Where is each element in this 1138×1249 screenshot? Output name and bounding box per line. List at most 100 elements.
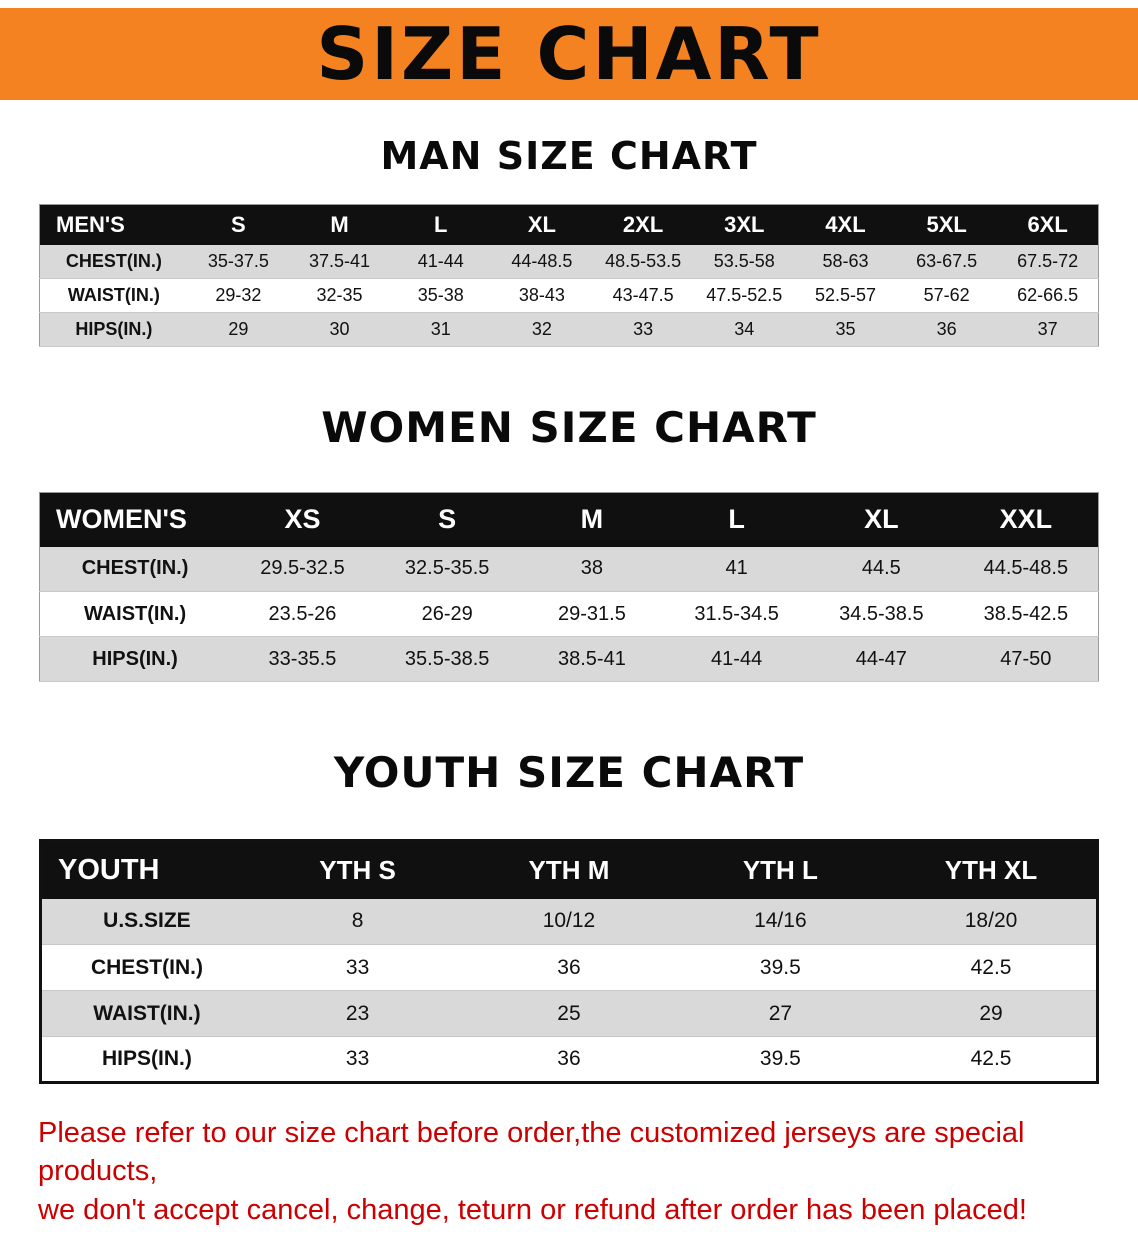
value-cell: 39.5 xyxy=(674,1036,887,1083)
value-cell: 63-67.5 xyxy=(896,244,998,279)
table-header-row: YOUTH YTH S YTH M YTH L YTH XL xyxy=(40,840,1098,899)
order-policy-line-2: we don't accept cancel, change, teturn o… xyxy=(38,1193,1027,1226)
value-cell: 37 xyxy=(997,312,1099,347)
value-cell: 38 xyxy=(519,546,665,592)
men-size-table: MEN'S S M L XL 2XL 3XL 4XL 5XL 6XL CHEST(IN.) 35-37… xyxy=(39,204,1099,347)
table-row: WAIST(IN.) 23 25 27 29 xyxy=(40,990,1098,1037)
youth-section-heading: YOUTH SIZE CHART xyxy=(333,748,805,797)
size-header-cell: 5XL xyxy=(896,204,998,245)
value-cell: 32 xyxy=(491,312,593,347)
value-cell: 38.5-41 xyxy=(519,636,665,682)
value-cell: 52.5-57 xyxy=(794,278,897,313)
value-cell: 35-38 xyxy=(390,278,492,313)
value-cell: 37.5-41 xyxy=(288,244,391,279)
page-title: SIZE CHART xyxy=(316,12,822,96)
value-cell: 10/12 xyxy=(463,898,675,945)
row-label-cell: U.S.SIZE xyxy=(40,898,252,945)
value-cell: 53.5-58 xyxy=(693,244,795,279)
order-policy-line-1: Please refer to our size chart before or… xyxy=(38,1117,1025,1188)
table-row: HIPS(IN.) 33-35.5 35.5-38.5 38.5-41 41-44 44-… xyxy=(39,636,1099,682)
value-cell: 36 xyxy=(463,1036,675,1083)
size-header-cell: YTH S xyxy=(251,840,464,899)
value-cell: 48.5-53.5 xyxy=(592,244,694,279)
value-cell: 14/16 xyxy=(674,898,887,945)
value-cell: 25 xyxy=(463,990,675,1037)
value-cell: 26-29 xyxy=(374,591,520,637)
size-header-cell: 4XL xyxy=(794,204,897,245)
value-cell: 39.5 xyxy=(674,944,887,991)
row-label-cell: WAIST(IN.) xyxy=(40,990,252,1037)
table-title-cell: WOMEN'S xyxy=(39,492,231,547)
youth-size-table: YOUTH YTH S YTH M YTH L YTH XL U.S.SIZE 8 10/12… xyxy=(39,839,1099,1084)
value-cell: 43-47.5 xyxy=(592,278,694,313)
value-cell: 29-32 xyxy=(187,278,289,313)
value-cell: 38-43 xyxy=(491,278,593,313)
value-cell: 34 xyxy=(693,312,795,347)
women-section-heading: WOMEN SIZE CHART xyxy=(321,403,817,452)
table-header-row: MEN'S S M L XL 2XL 3XL 4XL 5XL 6XL xyxy=(39,204,1099,245)
table-title-cell: YOUTH xyxy=(40,840,252,899)
value-cell: 67.5-72 xyxy=(997,244,1099,279)
value-cell: 30 xyxy=(288,312,391,347)
value-cell: 33-35.5 xyxy=(230,636,375,682)
value-cell: 62-66.5 xyxy=(997,278,1099,313)
size-header-cell: M xyxy=(519,492,665,547)
value-cell: 33 xyxy=(592,312,694,347)
size-header-cell: YTH M xyxy=(463,840,675,899)
value-cell: 42.5 xyxy=(886,944,1098,991)
value-cell: 18/20 xyxy=(886,898,1098,945)
value-cell: 23 xyxy=(251,990,464,1037)
size-header-cell: XL xyxy=(491,204,593,245)
men-section-heading: MAN SIZE CHART xyxy=(380,134,758,178)
value-cell: 34.5-38.5 xyxy=(808,591,954,637)
value-cell: 44.5-48.5 xyxy=(953,546,1099,592)
value-cell: 27 xyxy=(674,990,887,1037)
row-label-cell: CHEST(IN.) xyxy=(39,244,188,279)
table-row: CHEST(IN.) 33 36 39.5 42.5 xyxy=(40,944,1098,991)
value-cell: 42.5 xyxy=(886,1036,1098,1083)
size-header-cell: 6XL xyxy=(997,204,1099,245)
size-header-cell: 3XL xyxy=(693,204,795,245)
size-header-cell: XXL xyxy=(953,492,1099,547)
value-cell: 32-35 xyxy=(288,278,391,313)
order-policy-note: Please refer to our size chart before or… xyxy=(38,1114,1100,1229)
table-header-row: WOMEN'S XS S M L XL XXL xyxy=(39,492,1099,547)
row-label-cell: WAIST(IN.) xyxy=(39,591,231,637)
value-cell: 29 xyxy=(886,990,1098,1037)
value-cell: 44.5 xyxy=(808,546,954,592)
value-cell: 47-50 xyxy=(953,636,1099,682)
table-row: WAIST(IN.) 29-32 32-35 35-38 38-43 43-47.5 47.… xyxy=(39,278,1099,313)
table-row: WAIST(IN.) 23.5-26 26-29 29-31.5 31.5-34.5 34… xyxy=(39,591,1099,637)
top-banner: SIZE CHART xyxy=(0,8,1138,100)
value-cell: 31.5-34.5 xyxy=(664,591,809,637)
size-header-cell: XL xyxy=(808,492,954,547)
row-label-cell: CHEST(IN.) xyxy=(39,546,231,592)
size-header-cell: S xyxy=(187,204,289,245)
value-cell: 57-62 xyxy=(896,278,998,313)
table-row: CHEST(IN.) 35-37.5 37.5-41 41-44 44-48.5 48.5… xyxy=(39,244,1099,279)
table-title-cell: MEN'S xyxy=(39,204,188,245)
size-header-cell: L xyxy=(390,204,492,245)
value-cell: 58-63 xyxy=(794,244,897,279)
value-cell: 8 xyxy=(251,898,464,945)
size-header-cell: L xyxy=(664,492,809,547)
value-cell: 41-44 xyxy=(390,244,492,279)
value-cell: 36 xyxy=(896,312,998,347)
value-cell: 36 xyxy=(463,944,675,991)
size-header-cell: YTH L xyxy=(674,840,887,899)
value-cell: 29.5-32.5 xyxy=(230,546,375,592)
value-cell: 23.5-26 xyxy=(230,591,375,637)
value-cell: 29-31.5 xyxy=(519,591,665,637)
value-cell: 29 xyxy=(187,312,289,347)
row-label-cell: WAIST(IN.) xyxy=(39,278,188,313)
value-cell: 35.5-38.5 xyxy=(374,636,520,682)
value-cell: 32.5-35.5 xyxy=(374,546,520,592)
table-row: HIPS(IN.) 33 36 39.5 42.5 xyxy=(40,1036,1098,1083)
value-cell: 35 xyxy=(794,312,897,347)
size-header-cell: 2XL xyxy=(592,204,694,245)
size-header-cell: M xyxy=(288,204,391,245)
row-label-cell: HIPS(IN.) xyxy=(39,312,188,347)
value-cell: 44-48.5 xyxy=(491,244,593,279)
table-row: CHEST(IN.) 29.5-32.5 32.5-35.5 38 41 44.5 44.5… xyxy=(39,546,1099,592)
